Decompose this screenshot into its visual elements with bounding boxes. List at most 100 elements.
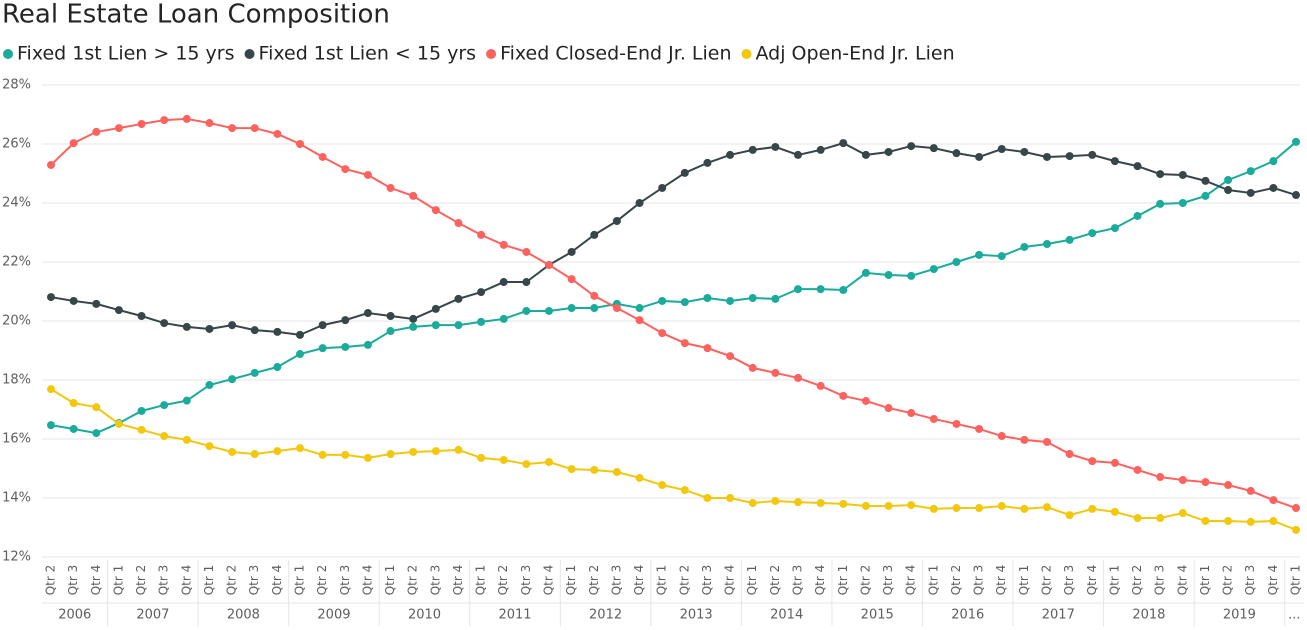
data-point <box>114 124 123 133</box>
data-point <box>228 375 237 384</box>
data-point <box>861 396 870 405</box>
legend-marker <box>741 49 752 59</box>
x-tick-label: Qtr 1 <box>655 565 669 596</box>
data-point <box>47 421 55 430</box>
data-point <box>522 460 531 469</box>
x-tick-label: Qtr 3 <box>247 565 261 596</box>
y-tick-label: 22% <box>2 255 31 270</box>
data-point <box>612 304 621 313</box>
series-line <box>50 142 1297 336</box>
data-point <box>1065 235 1074 244</box>
y-tick-label: 24% <box>2 196 31 211</box>
legend-label: Fixed Closed-End Jr. Lien <box>500 43 731 65</box>
series-line <box>50 117 1297 509</box>
data-point <box>1224 186 1233 195</box>
data-point <box>975 250 984 259</box>
data-point <box>816 145 825 154</box>
data-point <box>590 465 599 474</box>
data-point <box>635 304 644 313</box>
data-point <box>1020 435 1029 444</box>
data-point <box>522 278 531 287</box>
data-point <box>499 314 508 323</box>
data-point <box>454 321 463 330</box>
data-point <box>1292 137 1300 146</box>
data-point <box>522 306 531 315</box>
data-point <box>997 432 1006 441</box>
x-tick-label: Qtr 3 <box>791 565 805 596</box>
data-point <box>1178 509 1187 518</box>
x-group-label: 2015 <box>861 608 894 623</box>
x-tick-label: Qtr 3 <box>519 565 533 596</box>
data-point <box>431 206 440 215</box>
x-tick-label: Qtr 1 <box>1198 565 1212 596</box>
x-tick-label: Qtr 3 <box>1062 565 1076 596</box>
data-point <box>794 373 802 382</box>
data-point <box>137 311 146 320</box>
data-point <box>205 324 214 333</box>
data-point <box>318 450 327 459</box>
data-point <box>114 419 123 428</box>
data-point <box>92 299 101 308</box>
data-point <box>477 317 486 326</box>
data-point <box>1292 525 1300 534</box>
y-tick-label: 26% <box>2 137 31 152</box>
data-point <box>590 230 599 239</box>
data-point <box>929 265 938 274</box>
data-point <box>839 139 848 148</box>
x-tick-label: Qtr 4 <box>1085 565 1099 596</box>
x-tick-label: Qtr 2 <box>315 565 329 596</box>
data-point <box>477 288 486 297</box>
data-point <box>658 183 667 192</box>
x-tick-label: Qtr 4 <box>904 565 918 596</box>
data-point <box>182 322 191 331</box>
data-point <box>839 499 848 508</box>
data-point <box>884 270 893 279</box>
x-group-label: 2017 <box>1042 608 1075 623</box>
data-point <box>386 450 395 459</box>
data-point <box>952 149 961 158</box>
x-tick-label: Qtr 3 <box>428 565 442 596</box>
data-point <box>658 296 667 305</box>
chart-title: Real Estate Loan Composition <box>2 0 390 30</box>
data-point <box>499 278 508 287</box>
x-tick-label: Qtr 1 <box>111 565 125 596</box>
data-point <box>861 501 870 510</box>
data-point <box>454 445 463 454</box>
data-point <box>499 455 508 464</box>
data-point <box>1156 514 1165 523</box>
data-point <box>726 150 735 159</box>
data-point <box>1224 481 1233 490</box>
data-point <box>748 499 757 508</box>
data-point <box>318 321 327 330</box>
x-tick-label: Qtr 1 <box>202 565 216 596</box>
y-tick-label: 16% <box>2 432 31 447</box>
legend-marker <box>486 49 497 59</box>
data-point <box>1065 152 1074 161</box>
x-group-label: ... <box>1288 608 1300 623</box>
data-point <box>952 504 961 513</box>
x-tick-label: Qtr 3 <box>881 565 895 596</box>
data-point <box>1065 511 1074 520</box>
data-point <box>160 401 169 410</box>
data-point <box>477 453 486 462</box>
data-point <box>431 447 440 456</box>
data-point <box>92 429 101 438</box>
data-point <box>477 230 486 239</box>
data-point <box>69 139 78 148</box>
data-point <box>771 142 780 151</box>
x-tick-label: Qtr 2 <box>858 565 872 596</box>
data-point <box>431 321 440 330</box>
data-point <box>1292 504 1300 513</box>
x-tick-label: Qtr 4 <box>270 565 284 596</box>
data-point <box>250 450 259 459</box>
data-point <box>635 199 644 207</box>
data-point <box>205 381 214 390</box>
data-point <box>296 330 304 339</box>
data-point <box>1201 191 1210 200</box>
data-point <box>454 294 463 303</box>
data-point <box>771 496 780 505</box>
data-point <box>680 486 689 495</box>
data-point <box>794 285 802 294</box>
x-tick-label: Qtr 1 <box>1107 565 1121 596</box>
